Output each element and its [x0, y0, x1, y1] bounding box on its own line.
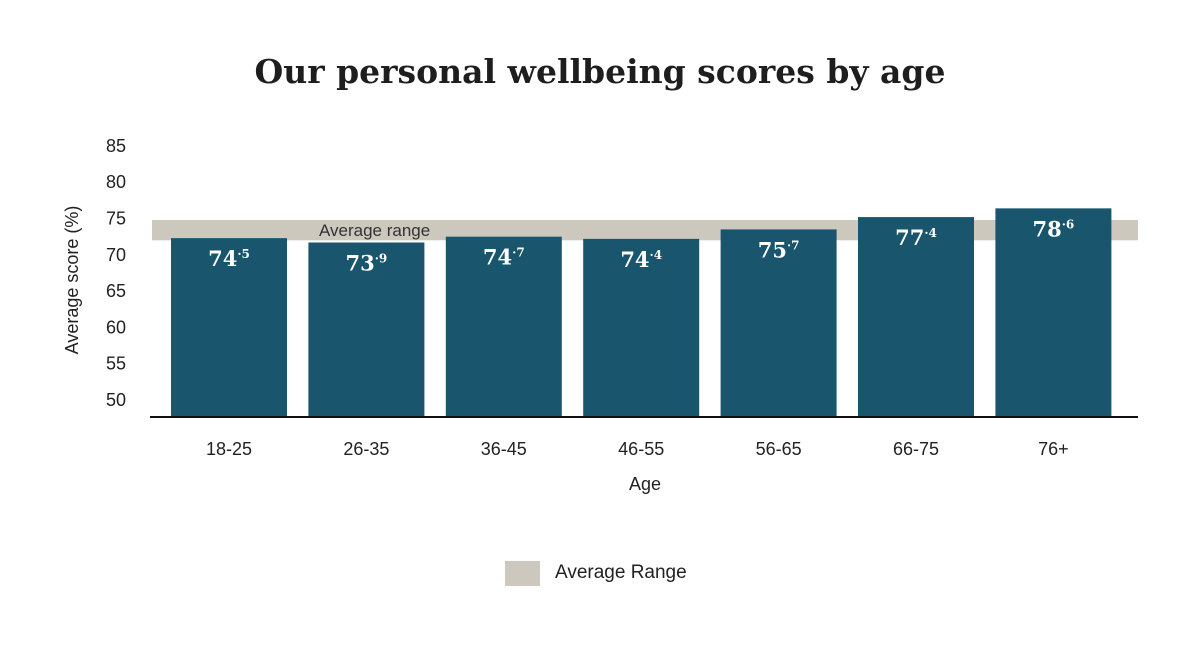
x-axis-ticks: 18-25 26-35 36-45 46-55 56-65 66-75 76+ — [206, 439, 1069, 459]
bar-value-label-76+: 78·6 — [1033, 216, 1075, 241]
bar-66-75 — [858, 217, 974, 416]
average-range-band — [152, 219, 1138, 241]
y-tick-label-60: 60 — [106, 317, 126, 337]
y-tick-label-85: 85 — [106, 136, 126, 156]
bar-26-35 — [308, 242, 425, 416]
y-tick-label-70: 70 — [106, 245, 126, 265]
x-tick-label-76+: 76+ — [1038, 439, 1069, 459]
bar-value-label-18-25: 74·5 — [208, 246, 250, 271]
legend: Average Range — [505, 560, 687, 586]
y-tick-label-80: 80 — [106, 172, 126, 192]
y-tick-label-65: 65 — [106, 281, 126, 301]
average-range-band-layer: Average range — [152, 219, 1138, 241]
bar-value-label-36-45: 74·7 — [483, 245, 525, 270]
y-tick-label-55: 55 — [106, 354, 126, 374]
y-tick-label-75: 75 — [106, 209, 126, 229]
bar-18-25 — [171, 238, 287, 416]
y-axis-title: Average score (%) — [62, 206, 82, 355]
bar-value-label-46-55: 74·4 — [620, 247, 662, 272]
average-range-label: Average range — [319, 221, 430, 240]
bar-56-65 — [720, 229, 837, 416]
bar-36-45 — [445, 236, 562, 416]
legend-swatch-average-range — [505, 560, 540, 586]
x-axis-title: Age — [629, 474, 661, 494]
bar-value-label-66-75: 77·4 — [895, 225, 937, 250]
x-tick-label-26-35: 26-35 — [343, 439, 389, 459]
bar-46-55 — [583, 238, 700, 416]
bar-value-label-26-35: 73·9 — [346, 250, 388, 275]
x-tick-label-46-55: 46-55 — [618, 439, 664, 459]
x-tick-label-36-45: 36-45 — [481, 439, 527, 459]
chart-title: Our personal wellbeing scores by age — [254, 52, 946, 91]
legend-label-average-range: Average Range — [555, 562, 687, 583]
x-tick-label-56-65: 56-65 — [756, 439, 802, 459]
y-tick-label-50: 50 — [106, 390, 126, 410]
bar-value-label-56-65: 75·7 — [758, 237, 800, 262]
x-tick-label-18-25: 18-25 — [206, 439, 252, 459]
bars: 74·5 73·9 74·7 74·4 75·7 77·4 78·6 — [171, 208, 1112, 416]
y-axis-ticks: 50 55 60 65 70 75 80 85 — [106, 136, 126, 410]
bar-76+ — [995, 208, 1112, 416]
x-tick-label-66-75: 66-75 — [893, 439, 939, 459]
